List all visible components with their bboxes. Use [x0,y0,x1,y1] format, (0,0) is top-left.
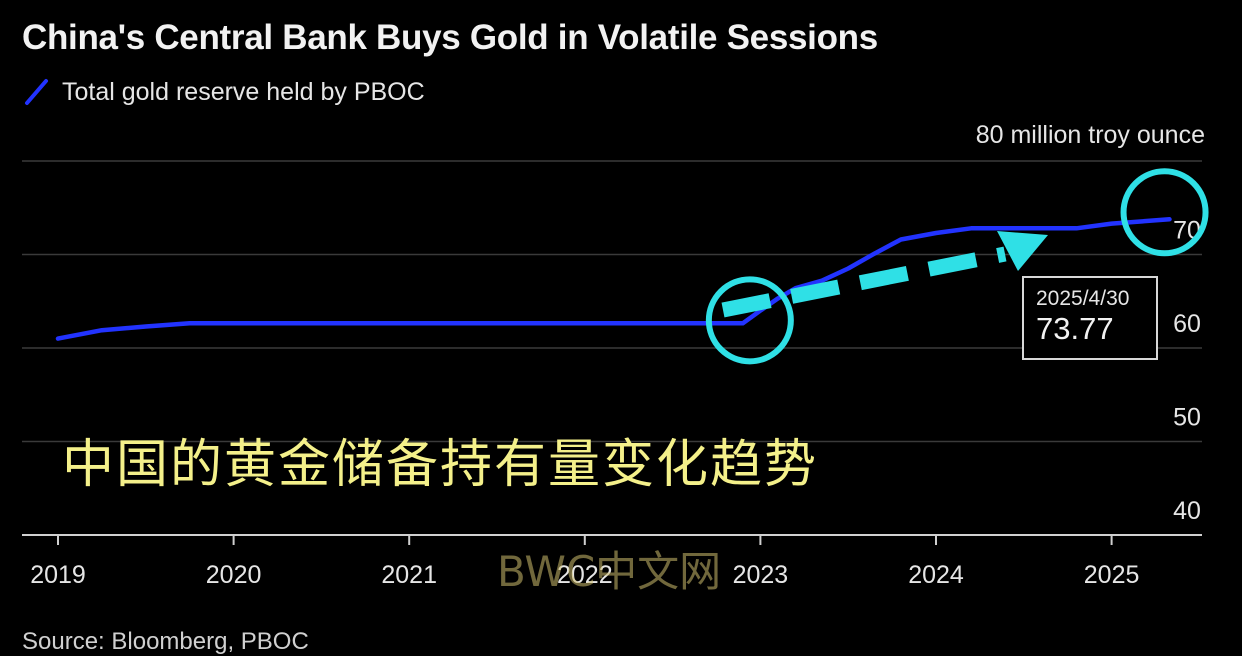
y-axis-unit-label: 80 million troy ounce [975,121,1205,149]
overlay-caption: 中国的黄金储备持有量变化趋势 [62,435,819,495]
source-note: Source: Bloomberg, PBOC [22,628,309,655]
x-tick-label: 2025 [1084,561,1140,589]
y-tick-label: 40 [1173,497,1201,525]
trend-arrow-shaft [721,246,1007,318]
x-tick-label: 2022 [557,561,613,589]
legend-swatch-icon [25,79,48,105]
highlight-circle-start [705,276,794,365]
x-tick-label: 2021 [381,561,437,589]
callout-date: 2025/4/30 [1036,287,1130,310]
y-tick-label: 60 [1173,310,1201,338]
value-callout: 2025/4/30 73.77 [1022,276,1158,360]
callout-value: 73.77 [1036,311,1114,346]
gridlines [22,160,1202,443]
x-tick-label: 2023 [733,561,789,589]
trend-arrow-head-icon [997,231,1048,271]
legend: Total gold reserve held by PBOC [24,76,425,108]
y-tick-label: 50 [1173,404,1201,432]
watermark: BWC中文网 [497,547,722,596]
x-axis: 2019 2020 2021 2022 2023 2024 2025 [22,534,1202,589]
x-tick-label: 2020 [206,561,262,589]
highlight-circle-end [1120,168,1209,257]
x-tick-label: 2019 [30,561,86,589]
annotation-layer [705,168,1209,365]
x-tick-label: 2024 [908,561,964,589]
legend-label: Total gold reserve held by PBOC [62,77,425,106]
chart-title: China's Central Bank Buys Gold in Volati… [22,18,878,57]
